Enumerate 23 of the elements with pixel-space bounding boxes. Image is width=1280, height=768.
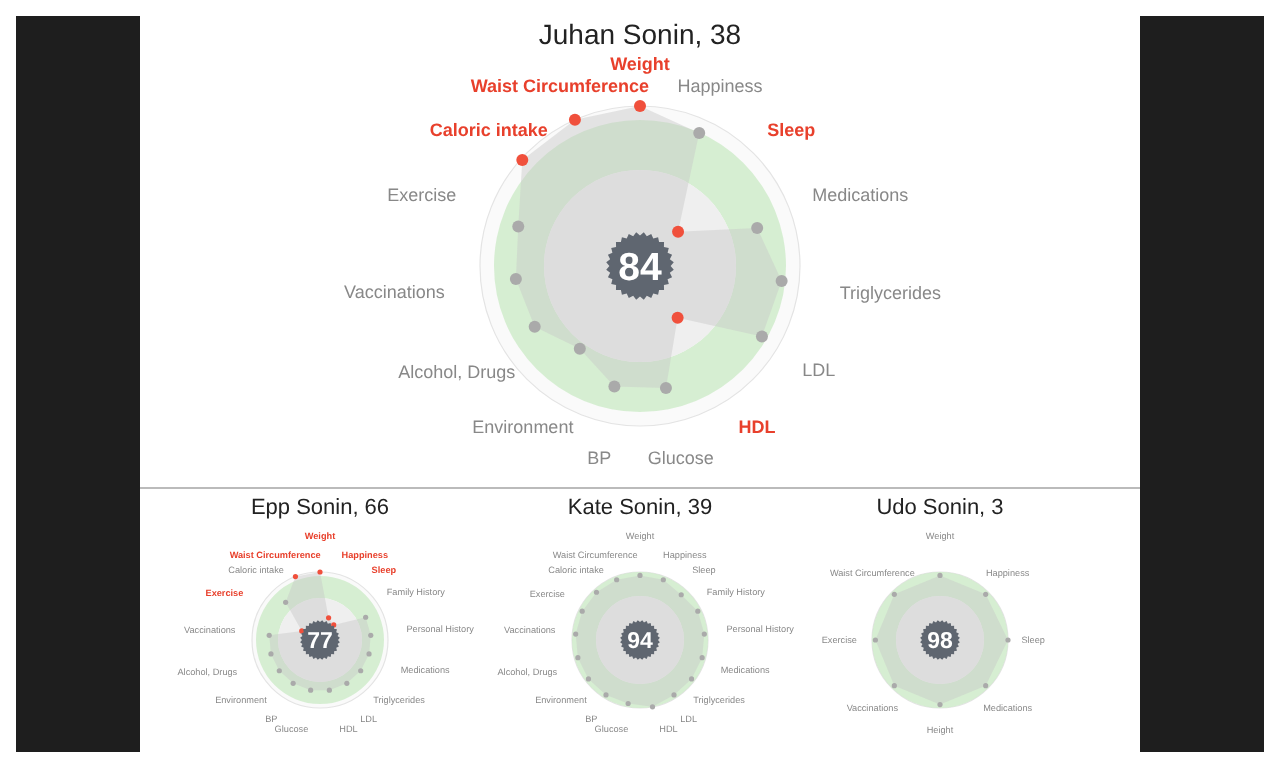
spoke-label: Exercise — [387, 185, 457, 206]
spoke-label: Glucose — [647, 447, 714, 468]
spoke-label: Happiness — [677, 76, 764, 97]
chart-title: Epp Sonin, 66 — [250, 496, 390, 520]
text: 98 — [927, 630, 954, 655]
spoke-label: LDL — [802, 359, 836, 380]
spoke-label: Environment — [472, 417, 575, 438]
spoke-label: Medications — [812, 184, 910, 205]
text: 94 — [627, 630, 654, 655]
spoke-label: Weight — [610, 53, 670, 74]
chart-title: Juhan Sonin, 38 — [538, 18, 742, 50]
spoke-label: HDL — [738, 417, 777, 438]
spoke-label: BP — [587, 447, 612, 468]
text: 84 — [618, 246, 662, 291]
chart-title: Kate Sonin, 39 — [567, 496, 713, 520]
spoke-label: Sleep — [767, 120, 817, 141]
spoke-label: Caloric intake — [429, 120, 548, 141]
spoke-label: Waist Circumference — [470, 76, 650, 97]
spoke-label: Alcohol, Drugs — [398, 362, 517, 383]
chart-title: Udo Sonin, 3 — [876, 496, 1004, 520]
spoke-label: Triglycerides — [839, 282, 943, 303]
spoke-label: Vaccinations — [344, 282, 446, 303]
text: 77 — [307, 630, 333, 655]
